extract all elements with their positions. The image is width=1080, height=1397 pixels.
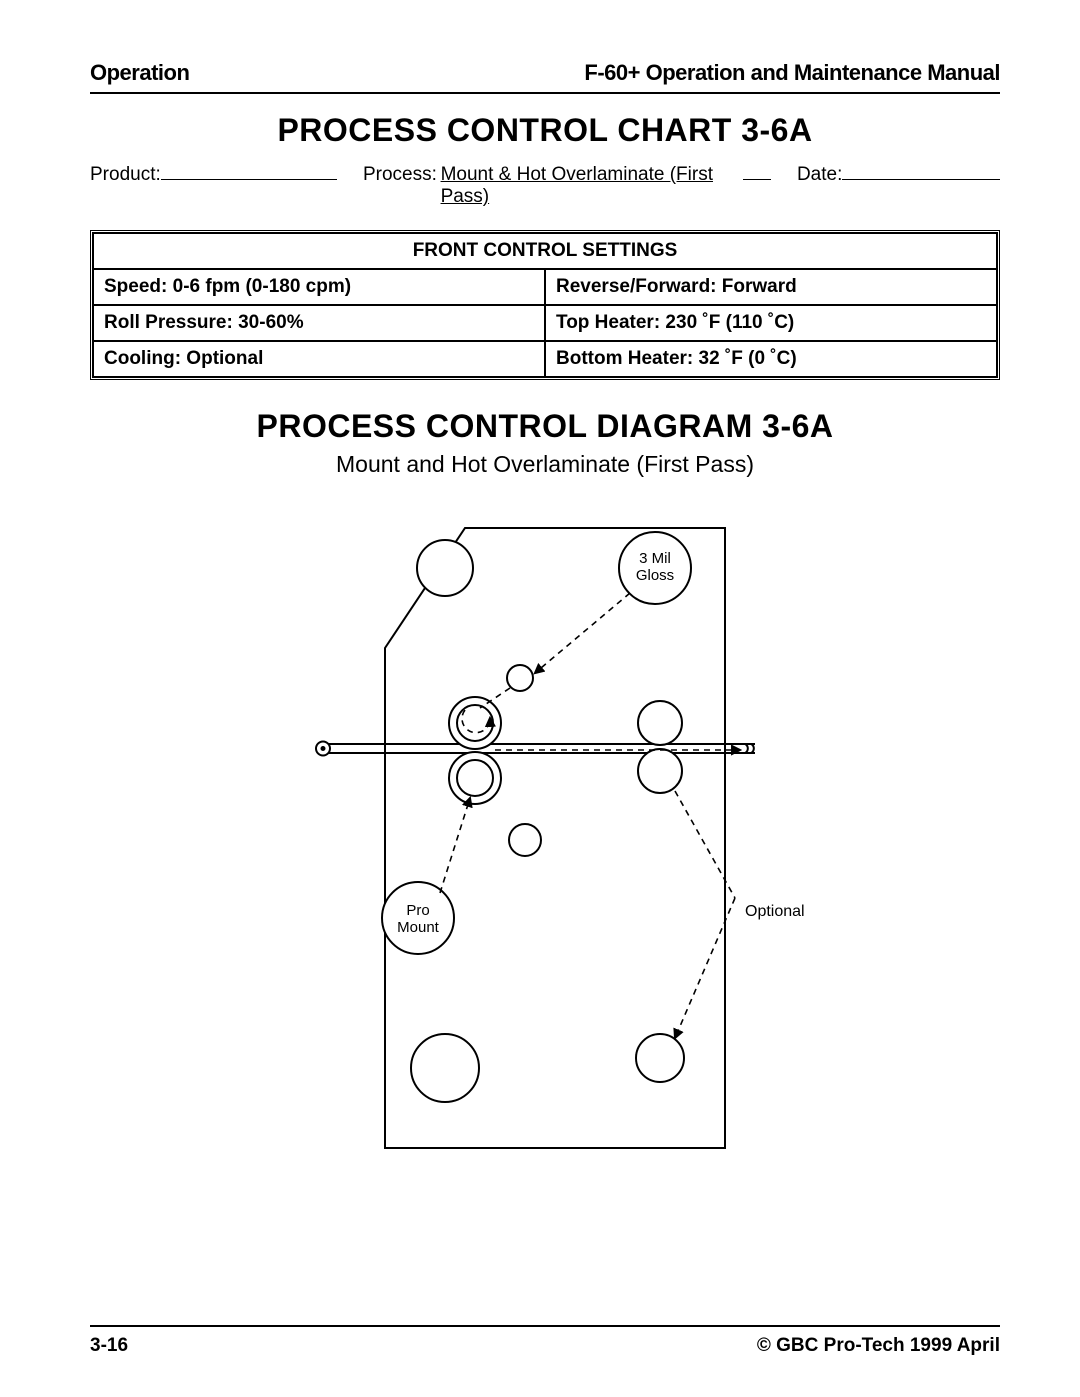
setting-cell: Reverse/Forward: Forward bbox=[545, 269, 997, 305]
roller-bot-left bbox=[411, 1034, 479, 1102]
idler-below bbox=[509, 824, 541, 856]
header-rule bbox=[90, 92, 1000, 94]
label-3mil-2: Gloss bbox=[636, 567, 674, 584]
roller-bot-right bbox=[636, 1034, 684, 1082]
diagram-title: PROCESS CONTROL DIAGRAM 3-6A bbox=[90, 408, 1000, 445]
roller-top-left bbox=[417, 540, 473, 596]
web-paths bbox=[440, 593, 740, 1038]
settings-table: FRONT CONTROL SETTINGS Speed: 0-6 fpm (0… bbox=[90, 230, 1000, 380]
setting-cell: Speed: 0-6 fpm (0-180 cpm) bbox=[93, 269, 545, 305]
setting-cell: Bottom Heater: 32 ˚F (0 ˚C) bbox=[545, 341, 997, 377]
label-3mil-1: 3 Mil bbox=[639, 550, 671, 567]
setting-cell: Top Heater: 230 ˚F (110 ˚C) bbox=[545, 305, 997, 341]
form-row: Product: Process: Mount & Hot Overlamina… bbox=[90, 161, 1000, 208]
roller-right-top bbox=[638, 701, 682, 745]
label-optional: Optional bbox=[745, 903, 805, 920]
header-left: Operation bbox=[90, 60, 189, 86]
product-label: Product: bbox=[90, 164, 161, 186]
roller-right-bot bbox=[638, 749, 682, 793]
setting-cell: Roll Pressure: 30-60% bbox=[93, 305, 545, 341]
footer-rule bbox=[90, 1325, 1000, 1327]
label-promount-1: Pro bbox=[406, 902, 429, 919]
process-diagram: 3 Mil Gloss Pro Mount Optional bbox=[265, 498, 825, 1178]
process-blank bbox=[743, 161, 771, 180]
table-row: Cooling: Optional Bottom Heater: 32 ˚F (… bbox=[93, 341, 997, 377]
chart-title: PROCESS CONTROL CHART 3-6A bbox=[90, 112, 1000, 149]
shaft bbox=[316, 742, 755, 756]
table-row: Speed: 0-6 fpm (0-180 cpm) Reverse/Forwa… bbox=[93, 269, 997, 305]
copyright: © GBC Pro-Tech 1999 April bbox=[757, 1335, 1000, 1357]
settings-header: FRONT CONTROL SETTINGS bbox=[93, 233, 997, 269]
process-label: Process: bbox=[363, 164, 437, 186]
header-right: F-60+ Operation and Maintenance Manual bbox=[584, 60, 1000, 86]
nip-bot-inner bbox=[457, 760, 493, 796]
diagram-wrap: 3 Mil Gloss Pro Mount Optional bbox=[90, 498, 1000, 1178]
process-value: Mount & Hot Overlaminate (First Pass) bbox=[441, 164, 744, 208]
page-number: 3-16 bbox=[90, 1335, 128, 1357]
footer: 3-16 © GBC Pro-Tech 1999 April bbox=[90, 1325, 1000, 1357]
table-row: FRONT CONTROL SETTINGS bbox=[93, 233, 997, 269]
date-blank bbox=[842, 161, 1000, 180]
idler-mid bbox=[507, 665, 533, 691]
setting-cell: Cooling: Optional bbox=[93, 341, 545, 377]
diagram-subtitle: Mount and Hot Overlaminate (First Pass) bbox=[90, 451, 1000, 478]
date-label: Date: bbox=[797, 164, 842, 186]
product-blank bbox=[161, 161, 337, 180]
label-promount-2: Mount bbox=[397, 919, 440, 936]
table-row: Roll Pressure: 30-60% Top Heater: 230 ˚F… bbox=[93, 305, 997, 341]
